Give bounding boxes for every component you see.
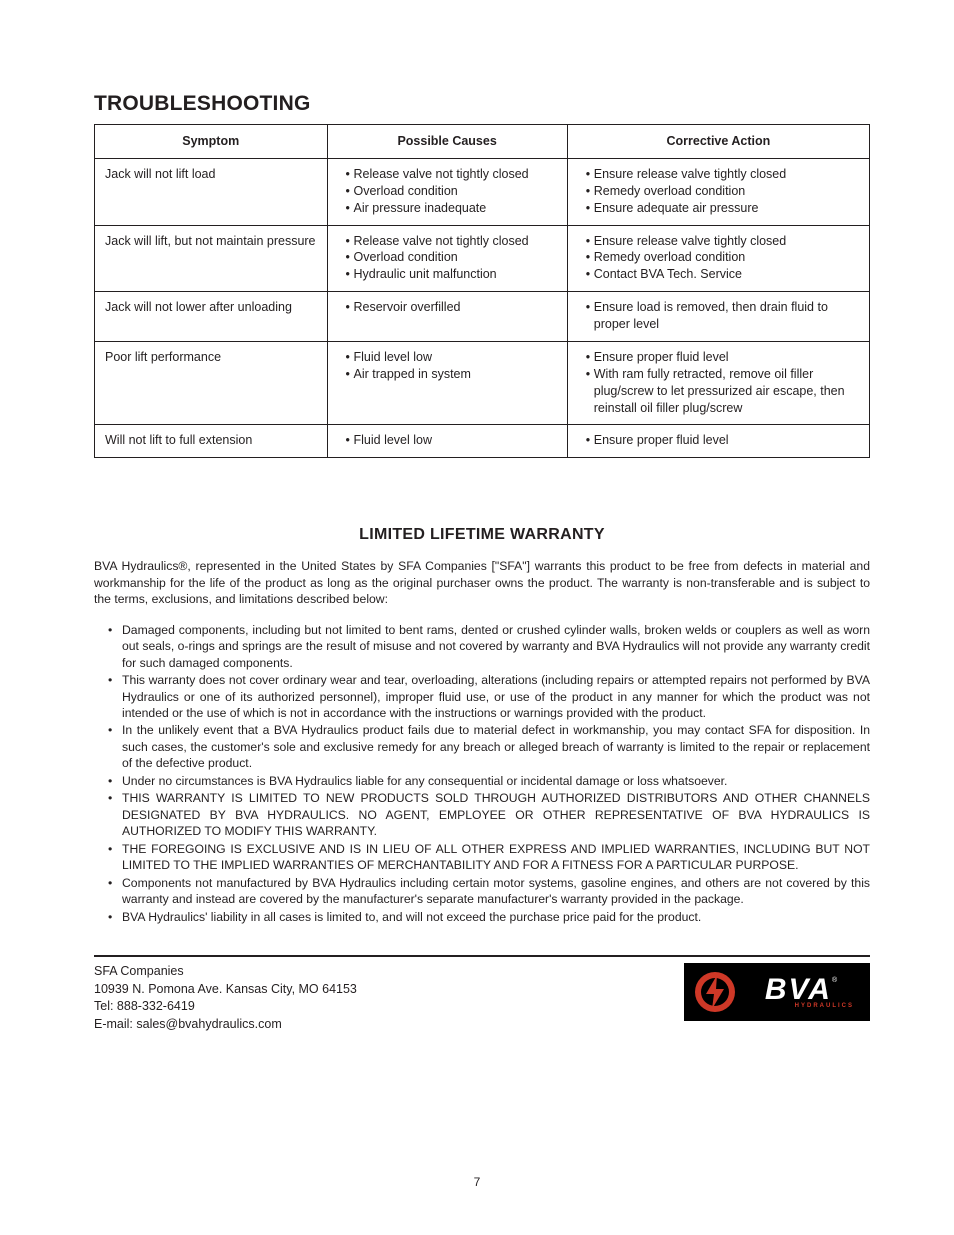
footer-address: 10939 N. Pomona Ave. Kansas City, MO 641… — [94, 981, 357, 999]
cause-item: Release valve not tightly closed — [346, 166, 557, 183]
action-item: Contact BVA Tech. Service — [586, 266, 859, 283]
action-item: Remedy overload condition — [586, 249, 859, 266]
cell-action: Ensure release valve tightly closedRemed… — [567, 158, 869, 225]
action-item: Ensure proper fluid level — [586, 432, 859, 449]
cell-causes: Fluid level lowAir trapped in system — [327, 341, 567, 425]
brand-logo: BVA® HYDRAULICS — [684, 963, 870, 1021]
action-item: Ensure proper fluid level — [586, 349, 859, 366]
warranty-item: This warranty does not cover ordinary we… — [122, 672, 870, 721]
cause-item: Overload condition — [346, 249, 557, 266]
header-symptom: Symptom — [95, 125, 328, 159]
table-row: Jack will not lower after unloading Reser… — [95, 292, 870, 342]
logo-reg: ® — [832, 977, 837, 984]
footer-company: SFA Companies — [94, 963, 357, 981]
cell-action: Ensure load is removed, then drain fluid… — [567, 292, 869, 342]
logo-brand-text: BVA — [765, 975, 832, 1005]
cause-item: Air trapped in system — [346, 366, 557, 383]
warranty-item: BVA Hydraulics' liability in all cases i… — [122, 909, 870, 925]
cell-symptom: Jack will not lift load — [95, 158, 328, 225]
cause-item: Overload condition — [346, 183, 557, 200]
warranty-list: Damaged components, including but not li… — [94, 622, 870, 925]
cell-causes: Fluid level low — [327, 425, 567, 458]
page-number: 7 — [0, 1175, 954, 1189]
footer-rule — [94, 955, 870, 957]
cell-causes: Release valve not tightly closedOverload… — [327, 158, 567, 225]
cause-item: Air pressure inadequate — [346, 200, 557, 217]
section-title: TROUBLESHOOTING — [94, 92, 870, 116]
footer: SFA Companies 10939 N. Pomona Ave. Kansa… — [94, 963, 870, 1033]
warranty-item: In the unlikely event that a BVA Hydraul… — [122, 722, 870, 771]
warranty-item: THIS WARRANTY IS LIMITED TO NEW PRODUCTS… — [122, 790, 870, 839]
action-item: Ensure release valve tightly closed — [586, 166, 859, 183]
bolt-icon — [692, 969, 738, 1015]
cause-item: Release valve not tightly closed — [346, 233, 557, 250]
warranty-title: LIMITED LIFETIME WARRANTY — [94, 526, 870, 544]
warranty-intro: BVA Hydraulics®, represented in the Unit… — [94, 558, 870, 607]
cell-action: Ensure proper fluid levelWith ram fully … — [567, 341, 869, 425]
action-item: With ram fully retracted, remove oil fil… — [586, 366, 859, 417]
action-item: Remedy overload condition — [586, 183, 859, 200]
table-row: Jack will not lift loadRelease valve not… — [95, 158, 870, 225]
table-header-row: Symptom Possible Causes Corrective Actio… — [95, 125, 870, 159]
cause-item: Hydraulic unit malfunction — [346, 266, 557, 283]
cell-symptom: Jack will lift, but not maintain pressur… — [95, 225, 328, 292]
table-row: Will not lift to full extension Fluid lev… — [95, 425, 870, 458]
action-item: Ensure release valve tightly closed — [586, 233, 859, 250]
warranty-item: Under no circumstances is BVA Hydraulics… — [122, 773, 870, 789]
footer-email: E-mail: sales@bvahydraulics.com — [94, 1016, 357, 1034]
table-row: Poor lift performanceFluid level lowAir … — [95, 341, 870, 425]
logo-sub-text: HYDRAULICS — [738, 1003, 864, 1009]
warranty-item: THE FOREGOING IS EXCLUSIVE AND IS IN LIE… — [122, 841, 870, 874]
cell-causes: Release valve not tightly closedOverload… — [327, 225, 567, 292]
cell-symptom: Will not lift to full extension — [95, 425, 328, 458]
warranty-item: Damaged components, including but not li… — [122, 622, 870, 671]
cell-symptom: Jack will not lower after unloading — [95, 292, 328, 342]
table-row: Jack will lift, but not maintain pressur… — [95, 225, 870, 292]
cell-symptom: Poor lift performance — [95, 341, 328, 425]
cause-item: Fluid level low — [346, 432, 557, 449]
action-item: Ensure load is removed, then drain fluid… — [586, 299, 859, 333]
cause-item: Fluid level low — [346, 349, 557, 366]
cell-causes: Reservoir overfilled — [327, 292, 567, 342]
cell-action: Ensure release valve tightly closedRemed… — [567, 225, 869, 292]
warranty-item: Components not manufactured by BVA Hydra… — [122, 875, 870, 908]
footer-tel: Tel: 888-332-6419 — [94, 998, 357, 1016]
header-causes: Possible Causes — [327, 125, 567, 159]
cause-item: Reservoir overfilled — [346, 299, 557, 316]
troubleshooting-table: Symptom Possible Causes Corrective Actio… — [94, 124, 870, 458]
footer-contact: SFA Companies 10939 N. Pomona Ave. Kansa… — [94, 963, 357, 1033]
cell-action: Ensure proper fluid level — [567, 425, 869, 458]
action-item: Ensure adequate air pressure — [586, 200, 859, 217]
header-action: Corrective Action — [567, 125, 869, 159]
